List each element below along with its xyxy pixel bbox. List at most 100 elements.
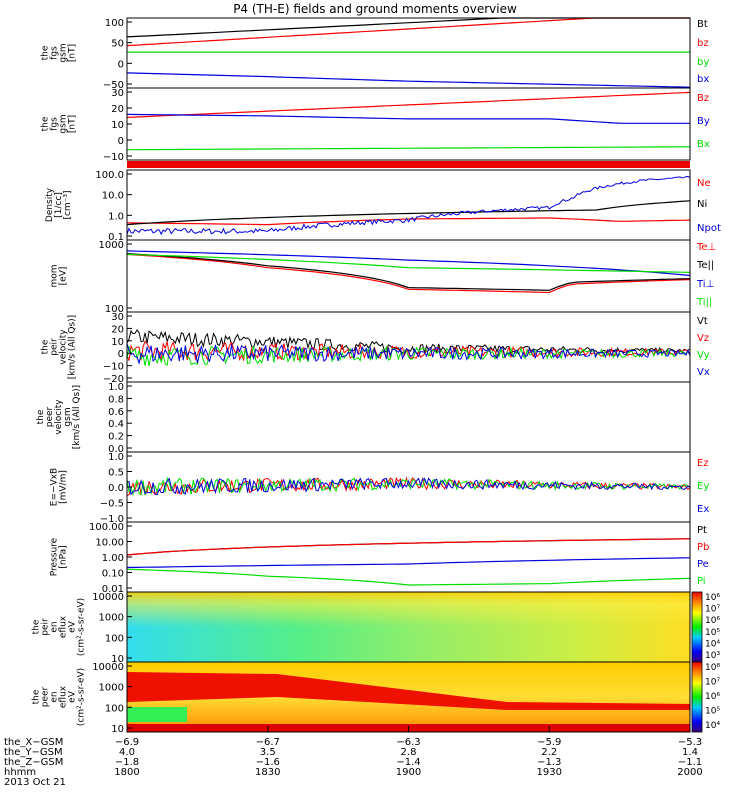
legend-label: bz <box>697 38 709 49</box>
colorbar-tick-label: 10⁶ <box>705 593 720 603</box>
y-tick-label: 10 <box>111 337 124 348</box>
y-tick-label: 0.1 <box>108 232 124 243</box>
x-tick-value: −5.3 <box>678 737 702 748</box>
colorbar-tick-label: 10³ <box>705 651 720 661</box>
y-axis-label-line: (cm²-s-sr-eV) <box>77 668 87 726</box>
y-axis-label: the fgs gsm [nT] <box>41 114 78 133</box>
series-line-Ni <box>126 200 691 226</box>
y-axis-label-line: fgs <box>50 46 60 60</box>
legend-label: Ti|| <box>696 297 712 308</box>
panel-8: Pt Pb Pe Pi 100.00 10.00 1.00 0.10 0.01 Pressure[… <box>50 521 709 595</box>
y-axis-label-line: eflux <box>59 615 69 638</box>
y-axis-label: the peir velocity [km/s (All Qs)] <box>41 315 78 379</box>
x-tick-value: 1930 <box>537 767 562 778</box>
y-tick-label: 1000 <box>99 683 124 694</box>
series-line-By <box>126 113 690 124</box>
legend-label: Ne <box>697 178 711 189</box>
y-tick-label: 100.0 <box>95 170 124 181</box>
legend-label: Bx <box>697 139 710 150</box>
y-tick-label: 10 <box>111 654 124 665</box>
series-line-Pt <box>126 538 691 556</box>
y-axis-label-line: gsm <box>59 114 69 133</box>
y-tick-label: 0 <box>118 136 124 147</box>
x-tick-value: 2.8 <box>401 747 417 758</box>
y-tick-label: 10.00 <box>95 538 124 549</box>
spectrogram-peak-band <box>127 672 690 710</box>
colorbar-tick-label: 10⁸ <box>705 663 720 673</box>
colorbar-tick-label: 10⁴ <box>705 639 720 649</box>
y-tick-label: 10 <box>111 120 124 131</box>
y-axis-label-line: mom <box>50 264 60 287</box>
y-tick-label: 10 <box>111 724 124 735</box>
x-tick-value: −6.3 <box>396 737 420 748</box>
y-tick-label: 0.2 <box>108 432 124 443</box>
y-tick-label: 1000 <box>99 240 124 251</box>
panel-frame <box>126 169 691 241</box>
y-axis-label-line: eV <box>68 620 78 633</box>
x-tick-value: −6.7 <box>256 737 280 748</box>
y-axis-label-line: [nT] <box>68 115 78 133</box>
y-tick-label: −50 <box>103 80 124 91</box>
y-tick-label: 10.0 <box>102 191 124 202</box>
y-axis-label-line: [cm⁻³] <box>63 190 73 219</box>
legend-label: Vt <box>697 316 708 327</box>
colorbar-tick-label: 10⁷ <box>705 605 720 615</box>
colorbar-tick-label: 10⁶ <box>705 692 720 702</box>
panel-2: Bz By Bx 30 20 10 0 −10 the fgs gsm [nT] <box>41 87 710 163</box>
figure-title: P4 (TH-E) fields and ground moments over… <box>233 2 517 16</box>
x-row-label: the_Y−GSM <box>4 747 63 758</box>
x-row-label: hhmm <box>4 767 36 778</box>
colorbar <box>691 591 703 663</box>
series-line-Npot <box>126 175 691 236</box>
series-line-Ey <box>126 476 691 497</box>
y-tick-label: 0.8 <box>108 394 124 405</box>
legend-label: by <box>697 57 709 68</box>
y-axis-label-line: the <box>32 689 42 704</box>
x-tick-value: 1900 <box>396 767 421 778</box>
series-line-Pe <box>126 557 691 569</box>
legend-label: Pt <box>697 525 707 536</box>
legend-label: Ni <box>697 199 707 210</box>
y-axis-label-line: the <box>41 339 51 354</box>
legend-label: Npot <box>697 223 721 234</box>
panel-1: Bt bz by bx 100 50 0 −50 the fgs gsm [nT] <box>41 17 709 91</box>
y-tick-label: 0.5 <box>108 468 124 479</box>
series-line-Pb <box>126 538 691 556</box>
series-line-Pi <box>126 568 691 586</box>
y-tick-label: 30 <box>111 88 124 99</box>
y-tick-label: 0.0 <box>108 483 124 494</box>
colorbar-tick-label: 10⁵ <box>705 628 720 638</box>
panel-separator-band <box>127 161 690 168</box>
y-axis-label: the peir en eflux eV (cm²-s-sr-eV) <box>32 598 87 656</box>
x-tick-value: 1800 <box>114 767 139 778</box>
y-tick-label: 30 <box>111 312 124 323</box>
x-tick-value: −6.9 <box>115 737 139 748</box>
legend-label: Ex <box>697 504 709 515</box>
legend-label: Vy <box>697 350 710 361</box>
y-axis-label-line: peir <box>41 618 51 636</box>
x-tick-value: −1.1 <box>678 757 702 768</box>
y-tick-label: 0.4 <box>108 419 124 430</box>
y-axis-label: mom [eV] <box>50 264 69 287</box>
panel-6: 1.00.8 0.60.4 0.20.0 the peer velocity gsm [km/… <box>36 381 691 455</box>
series-line-Te⊥ <box>126 253 691 294</box>
y-tick-label: −10 <box>103 362 124 373</box>
y-axis-label-line: the <box>32 619 42 634</box>
y-tick-label: 1.0 <box>108 382 124 393</box>
y-axis-label-line: the <box>41 45 51 60</box>
x-row-label: the_X−GSM <box>4 737 63 748</box>
legend-label: Pb <box>697 542 709 553</box>
legend-label: Vx <box>697 367 710 378</box>
legend-label: Ti⊥ <box>696 279 714 290</box>
y-axis-label-line: [1/cc] <box>54 192 64 218</box>
legend-label: bx <box>697 74 709 85</box>
x-tick-value: −1.6 <box>256 757 280 768</box>
legend-label: Bt <box>697 19 708 30</box>
y-axis-label-line: peer <box>45 406 55 427</box>
panel-7: Ez Ey Ex 1.0 0.5 0.0 −0.5 −1.0 E=−VxB [mV/m] <box>50 451 709 525</box>
y-axis-label-line: [km/s (All Qs)] <box>72 385 82 449</box>
y-axis-label-line: eflux <box>59 685 69 708</box>
y-axis-label-line: velocity <box>54 399 64 435</box>
y-axis-label: the peer velocity gsm [km/s (All Qs)] <box>36 385 82 449</box>
